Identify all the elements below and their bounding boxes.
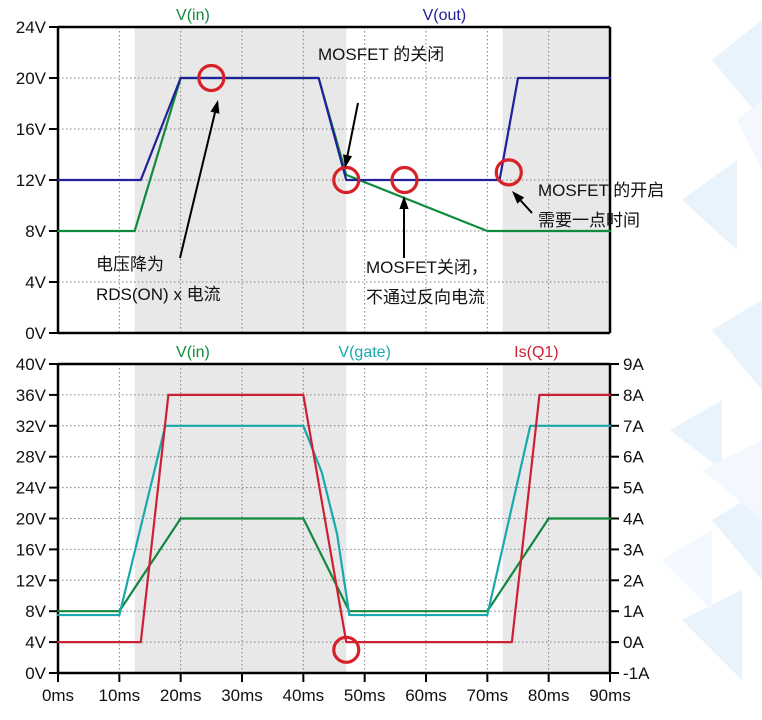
x-tick-label: 70ms <box>467 686 509 705</box>
y-tick-label-right: -1A <box>623 664 650 683</box>
series-line-vgate <box>56 424 612 617</box>
series-line-vin <box>56 517 612 613</box>
anno-mosfet-turnoff: MOSFET 的关闭 <box>318 45 444 64</box>
y-tick-label: 0V <box>25 664 46 683</box>
series-label-vgate: V(gate) <box>338 345 390 361</box>
anno-voltage-drop: 电压降为 RDS(ON) x 电流 <box>96 255 221 304</box>
highlight-circle-0 <box>332 635 361 664</box>
y-tick-label: 32V <box>16 417 47 436</box>
x-tick-label: 30ms <box>221 686 263 705</box>
y-tick-label: 24V <box>16 479 47 498</box>
annotation-arrow-head <box>512 191 525 204</box>
bottom-waveform-chart: 0V 4V 8V 12V 16V 20V 24V 28V 32V 36V 40V -1A 0A 1A 2A 3… <box>16 345 650 705</box>
annotation-arrow-head <box>399 196 409 209</box>
annotation-arrow-head <box>343 154 353 168</box>
annotation-arrow-head <box>210 100 220 114</box>
y-tick-label: 40V <box>16 355 47 374</box>
x-tick-label: 0ms <box>42 686 74 705</box>
series-line-isq1 <box>56 393 612 644</box>
y-tick-label: 24V <box>16 18 47 37</box>
anno-mosfet-off-no-reverse: MOSFET关闭， 不通过反向电流 <box>366 258 488 307</box>
series-label-isq1: Is(Q1) <box>514 345 558 361</box>
y-tick-label-right: 8A <box>623 386 644 405</box>
y-tick-label-right: 9A <box>623 355 644 374</box>
x-tick-label: 90ms <box>589 686 631 705</box>
y-tick-label-right: 3A <box>623 540 644 559</box>
annotation-arrow-line <box>520 199 533 214</box>
x-tick-label: 40ms <box>283 686 325 705</box>
y-tick-label-right: 5A <box>623 479 644 498</box>
annotation-text-line: MOSFET 的关闭 <box>318 45 444 64</box>
y-tick-label: 0V <box>25 324 46 343</box>
y-tick-label-right: 6A <box>623 448 644 467</box>
top-waveform-chart: 0V 4V 8V 12V 16V 20V 24V V(in) V(out) MOSFET 的关闭电… <box>16 7 665 343</box>
y-tick-label-right: 2A <box>623 571 644 590</box>
y-tick-label: 16V <box>16 120 47 139</box>
x-tick-label: 10ms <box>99 686 141 705</box>
y-tick-label: 36V <box>16 386 47 405</box>
highlight-circle-3 <box>494 158 523 187</box>
x-tick-label: 60ms <box>405 686 447 705</box>
y-tick-label: 8V <box>25 222 46 241</box>
highlight-circle-2 <box>390 165 419 195</box>
y-tick-label: 28V <box>16 448 47 467</box>
annotation-text-line: RDS(ON) x 电流 <box>96 285 221 304</box>
highlight-circle-1 <box>332 165 361 195</box>
annotation-text-line: MOSFET关闭， <box>366 258 488 277</box>
y-tick-label-right: 7A <box>623 417 644 436</box>
y-tick-label-right: 0A <box>623 633 644 652</box>
y-tick-label-right: 1A <box>623 602 644 621</box>
y-tick-label: 20V <box>16 510 47 529</box>
annotation-arrow-line <box>179 112 216 259</box>
y-tick-label: 4V <box>25 633 46 652</box>
y-tick-label: 12V <box>16 171 47 190</box>
y-tick-label: 4V <box>25 273 46 292</box>
y-tick-label: 8V <box>25 602 46 621</box>
x-tick-label: 50ms <box>344 686 386 705</box>
series-line-vout <box>56 76 612 182</box>
x-tick-label: 20ms <box>160 686 202 705</box>
annotation-text-line: MOSFET 的开启 <box>538 181 664 200</box>
series-label-vin: V(in) <box>176 345 210 361</box>
annotation-text-line: 需要一点时间 <box>538 211 640 230</box>
annotation-text-line: 不通过反向电流 <box>366 288 485 307</box>
series-label-vout: V(out) <box>423 7 467 24</box>
highlight-circle-0 <box>197 63 226 93</box>
y-tick-label: 16V <box>16 540 47 559</box>
annotation-text-line: 电压降为 <box>96 255 164 274</box>
x-tick-label: 80ms <box>528 686 570 705</box>
series-label-vin: V(in) <box>176 7 210 24</box>
annotation-arrow-line <box>346 102 359 156</box>
y-tick-label-right: 4A <box>623 510 644 529</box>
y-tick-label: 20V <box>16 69 47 88</box>
y-tick-label: 12V <box>16 571 47 590</box>
